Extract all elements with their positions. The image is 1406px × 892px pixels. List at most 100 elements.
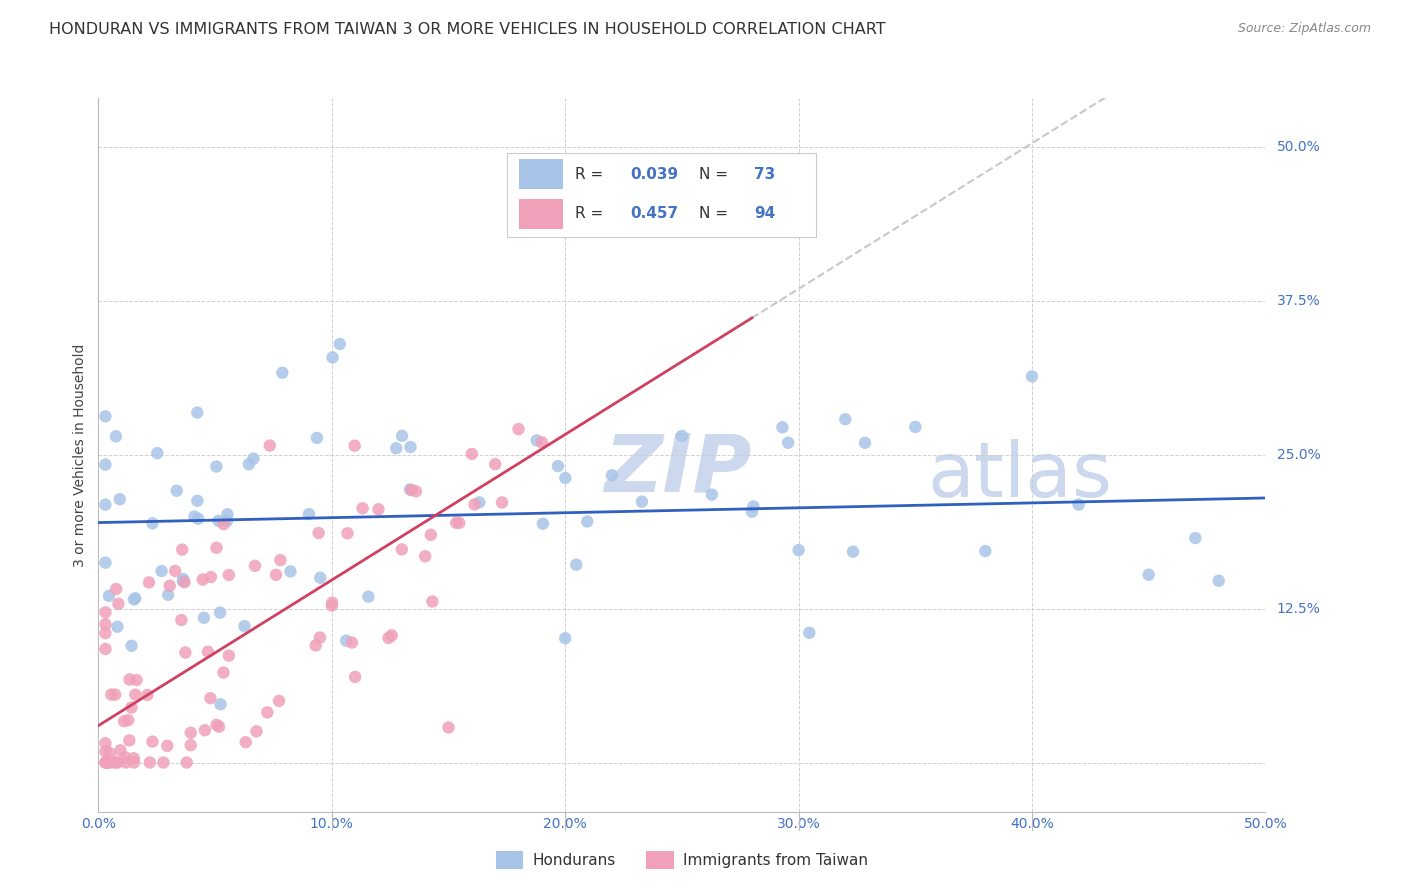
Legend: Hondurans, Immigrants from Taiwan: Hondurans, Immigrants from Taiwan: [489, 845, 875, 875]
Point: [741, 505, 763, 519]
Text: 50.0%: 50.0%: [1277, 140, 1320, 154]
Point: [94, 626, 117, 640]
Point: [100, 688, 122, 702]
Point: [141, 516, 163, 531]
Point: [97, 589, 120, 603]
Point: [381, 628, 404, 642]
Point: [159, 579, 181, 593]
Point: [271, 366, 294, 380]
Point: [176, 756, 198, 770]
Point: [180, 725, 202, 739]
Point: [264, 567, 287, 582]
Point: [200, 570, 222, 584]
Point: [974, 544, 997, 558]
Point: [212, 665, 235, 680]
Point: [108, 492, 131, 507]
Point: [233, 619, 256, 633]
Point: [554, 632, 576, 646]
Point: [200, 691, 222, 706]
Point: [94, 617, 117, 632]
Text: 0.457: 0.457: [630, 206, 679, 221]
Point: [122, 756, 145, 770]
Point: [742, 500, 765, 514]
Point: [218, 568, 240, 582]
Point: [554, 471, 576, 485]
Point: [205, 541, 228, 555]
Point: [105, 582, 128, 596]
Point: [463, 498, 485, 512]
Point: [104, 429, 127, 443]
Point: [352, 501, 374, 516]
Point: [191, 573, 214, 587]
Point: [461, 447, 484, 461]
Point: [530, 435, 553, 450]
Point: [172, 542, 194, 557]
Point: [336, 526, 359, 541]
Point: [770, 420, 793, 434]
Point: [357, 590, 380, 604]
Text: 0.039: 0.039: [630, 167, 679, 182]
Point: [122, 592, 145, 607]
Point: [631, 494, 654, 508]
Point: [207, 514, 229, 528]
Point: [437, 721, 460, 735]
Point: [215, 514, 238, 528]
Point: [98, 746, 121, 760]
Point: [166, 483, 188, 498]
Point: [419, 528, 441, 542]
Point: [269, 553, 291, 567]
Point: [842, 544, 865, 558]
Point: [399, 483, 422, 497]
Point: [217, 508, 239, 522]
Point: [186, 406, 208, 420]
Point: [256, 706, 278, 720]
Point: [321, 596, 343, 610]
Text: 94: 94: [754, 206, 776, 221]
Point: [94, 744, 117, 758]
Text: ZIP: ZIP: [605, 430, 752, 508]
Text: 25.0%: 25.0%: [1277, 448, 1320, 462]
Point: [329, 337, 352, 351]
Bar: [519, 160, 562, 189]
Text: R =: R =: [575, 206, 607, 221]
Point: [157, 588, 180, 602]
Point: [484, 457, 506, 471]
Point: [205, 718, 228, 732]
Point: [853, 435, 876, 450]
Point: [340, 635, 363, 649]
Point: [94, 498, 117, 512]
Point: [98, 756, 121, 770]
Point: [205, 459, 228, 474]
Point: [401, 483, 423, 497]
Point: [700, 487, 723, 501]
Point: [107, 756, 129, 770]
Point: [114, 750, 136, 764]
Point: [444, 516, 467, 530]
Point: [138, 575, 160, 590]
Point: [576, 515, 599, 529]
Point: [170, 613, 193, 627]
Point: [124, 591, 146, 606]
Point: [152, 756, 174, 770]
Bar: [519, 199, 562, 228]
Point: [107, 597, 129, 611]
Point: [174, 646, 197, 660]
Point: [146, 446, 169, 460]
Point: [186, 493, 208, 508]
Point: [121, 700, 143, 714]
Text: Source: ZipAtlas.com: Source: ZipAtlas.com: [1237, 22, 1371, 36]
Point: [1208, 574, 1230, 588]
Point: [309, 571, 332, 585]
Point: [1184, 531, 1206, 545]
Point: [305, 431, 328, 445]
Text: R =: R =: [575, 167, 607, 182]
Point: [309, 631, 332, 645]
Point: [787, 543, 810, 558]
Point: [321, 599, 343, 613]
Point: [197, 645, 219, 659]
Point: [413, 549, 436, 564]
Point: [280, 565, 302, 579]
Point: [136, 688, 159, 702]
Point: [259, 439, 281, 453]
Point: [156, 739, 179, 753]
